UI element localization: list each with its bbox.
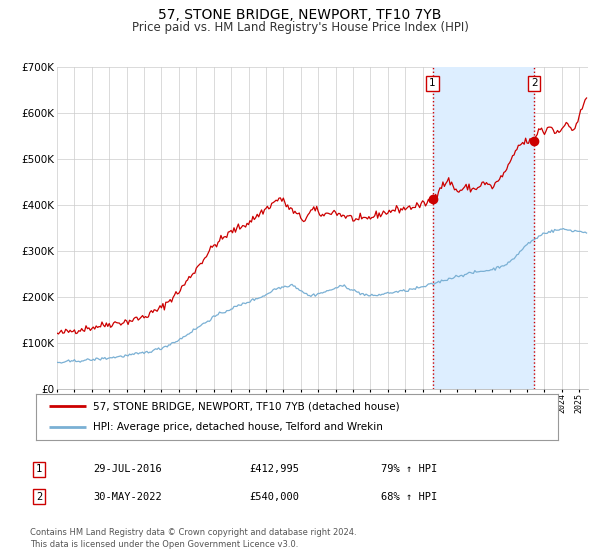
Text: £540,000: £540,000 — [249, 492, 299, 502]
Text: 29-JUL-2016: 29-JUL-2016 — [93, 464, 162, 474]
Text: £412,995: £412,995 — [249, 464, 299, 474]
Text: HPI: Average price, detached house, Telford and Wrekin: HPI: Average price, detached house, Telf… — [94, 422, 383, 432]
Text: 57, STONE BRIDGE, NEWPORT, TF10 7YB: 57, STONE BRIDGE, NEWPORT, TF10 7YB — [158, 8, 442, 22]
Text: 57, STONE BRIDGE, NEWPORT, TF10 7YB (detached house): 57, STONE BRIDGE, NEWPORT, TF10 7YB (det… — [94, 401, 400, 411]
Text: Contains HM Land Registry data © Crown copyright and database right 2024.: Contains HM Land Registry data © Crown c… — [30, 528, 356, 536]
Text: 2: 2 — [36, 492, 42, 502]
Text: 79% ↑ HPI: 79% ↑ HPI — [381, 464, 437, 474]
Text: 1: 1 — [429, 78, 436, 88]
Text: 30-MAY-2022: 30-MAY-2022 — [93, 492, 162, 502]
Bar — [433, 67, 534, 389]
Text: 1: 1 — [36, 464, 42, 474]
Text: 2: 2 — [531, 78, 538, 88]
Text: This data is licensed under the Open Government Licence v3.0.: This data is licensed under the Open Gov… — [30, 540, 298, 549]
Text: Price paid vs. HM Land Registry's House Price Index (HPI): Price paid vs. HM Land Registry's House … — [131, 21, 469, 34]
Text: 68% ↑ HPI: 68% ↑ HPI — [381, 492, 437, 502]
